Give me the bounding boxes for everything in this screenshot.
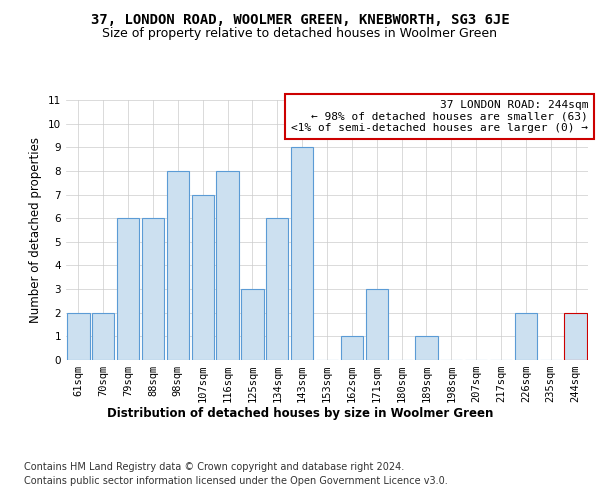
Bar bbox=[217, 171, 239, 360]
Text: Contains public sector information licensed under the Open Government Licence v3: Contains public sector information licen… bbox=[24, 476, 448, 486]
Bar bbox=[291, 148, 313, 360]
Bar bbox=[67, 312, 89, 360]
Bar bbox=[142, 218, 164, 360]
Bar bbox=[117, 218, 139, 360]
Bar bbox=[515, 312, 537, 360]
Bar bbox=[191, 194, 214, 360]
Y-axis label: Number of detached properties: Number of detached properties bbox=[29, 137, 43, 323]
Bar bbox=[415, 336, 437, 360]
Text: 37 LONDON ROAD: 244sqm
← 98% of detached houses are smaller (63)
<1% of semi-det: 37 LONDON ROAD: 244sqm ← 98% of detached… bbox=[291, 100, 588, 133]
Bar bbox=[167, 171, 189, 360]
Bar bbox=[92, 312, 115, 360]
Bar bbox=[266, 218, 289, 360]
Bar bbox=[565, 312, 587, 360]
Bar bbox=[341, 336, 363, 360]
Text: Contains HM Land Registry data © Crown copyright and database right 2024.: Contains HM Land Registry data © Crown c… bbox=[24, 462, 404, 472]
Text: Distribution of detached houses by size in Woolmer Green: Distribution of detached houses by size … bbox=[107, 408, 493, 420]
Text: 37, LONDON ROAD, WOOLMER GREEN, KNEBWORTH, SG3 6JE: 37, LONDON ROAD, WOOLMER GREEN, KNEBWORT… bbox=[91, 12, 509, 26]
Bar bbox=[241, 289, 263, 360]
Bar bbox=[365, 289, 388, 360]
Text: Size of property relative to detached houses in Woolmer Green: Size of property relative to detached ho… bbox=[103, 28, 497, 40]
